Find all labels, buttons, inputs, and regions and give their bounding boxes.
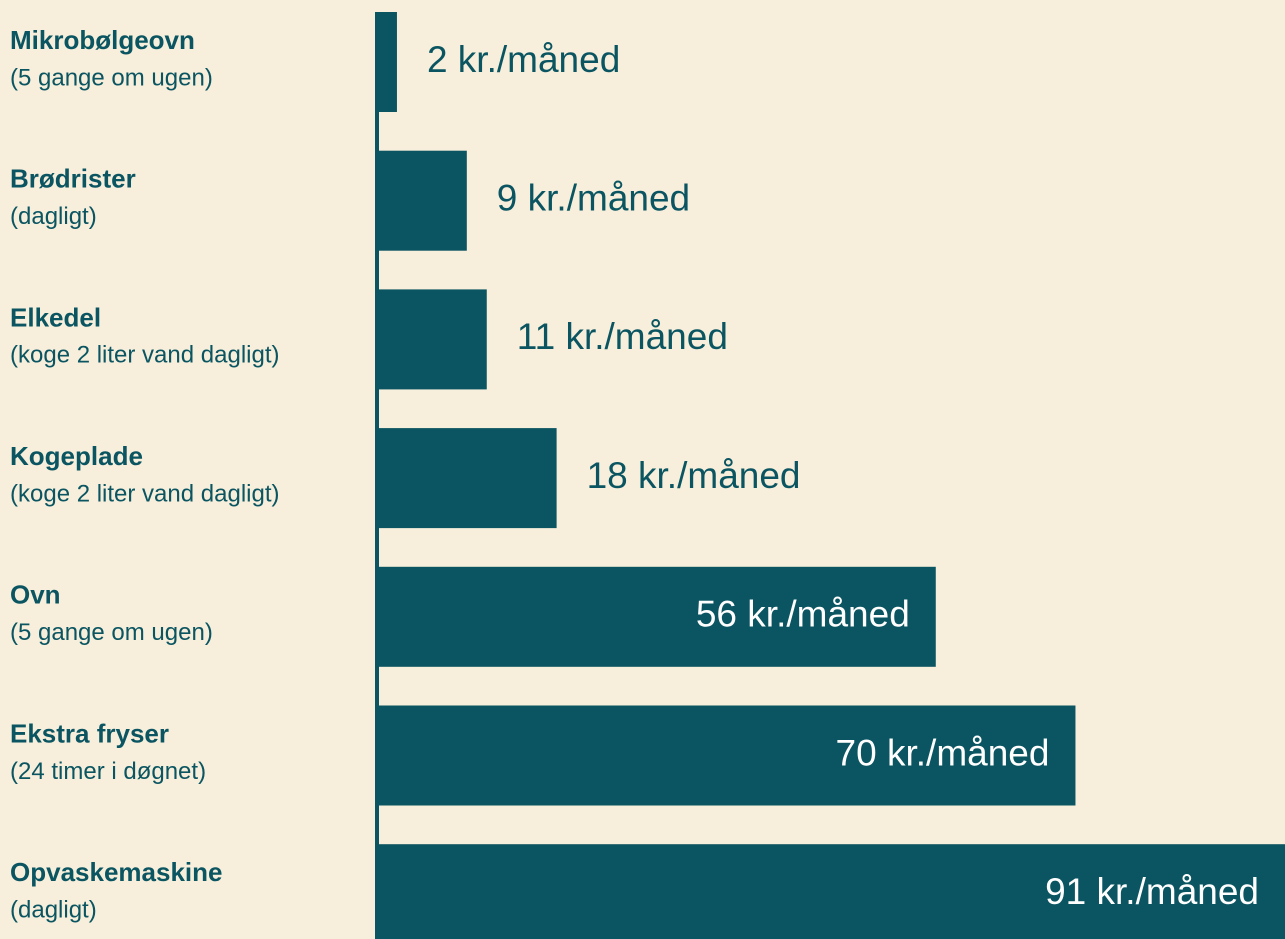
value-label: 18 kr./måned xyxy=(587,455,801,496)
value-label: 91 kr./måned xyxy=(1045,871,1259,912)
category-note: (koge 2 liter vand dagligt) xyxy=(10,480,279,507)
category-label: Ovn xyxy=(10,580,61,610)
bar xyxy=(377,705,1076,806)
category-label: Ekstra fryser xyxy=(10,718,169,748)
category-label: Brødrister xyxy=(10,164,136,194)
category-note: (24 timer i døgnet) xyxy=(10,758,206,785)
category-label: Opvaskemaskine xyxy=(10,857,222,887)
bar xyxy=(377,566,936,667)
value-label: 11 kr./måned xyxy=(517,316,728,357)
category-label: Elkedel xyxy=(10,302,101,332)
value-label: 2 kr./måned xyxy=(427,39,620,80)
bar xyxy=(377,428,557,529)
value-label: 70 kr./måned xyxy=(836,732,1050,773)
bar xyxy=(377,289,487,390)
bar xyxy=(377,844,1285,939)
category-note: (dagligt) xyxy=(10,897,97,924)
category-note: (5 gange om ugen) xyxy=(10,619,213,646)
category-note: (koge 2 liter vand dagligt) xyxy=(10,342,279,369)
bar xyxy=(377,12,397,112)
value-label: 56 kr./måned xyxy=(696,594,910,635)
bar xyxy=(377,150,467,251)
category-note: (5 gange om ugen) xyxy=(10,64,213,91)
category-label: Mikrobølgeovn xyxy=(10,25,195,55)
value-label: 9 kr./måned xyxy=(497,177,690,218)
category-label: Kogeplade xyxy=(10,441,143,471)
category-note: (dagligt) xyxy=(10,203,97,230)
